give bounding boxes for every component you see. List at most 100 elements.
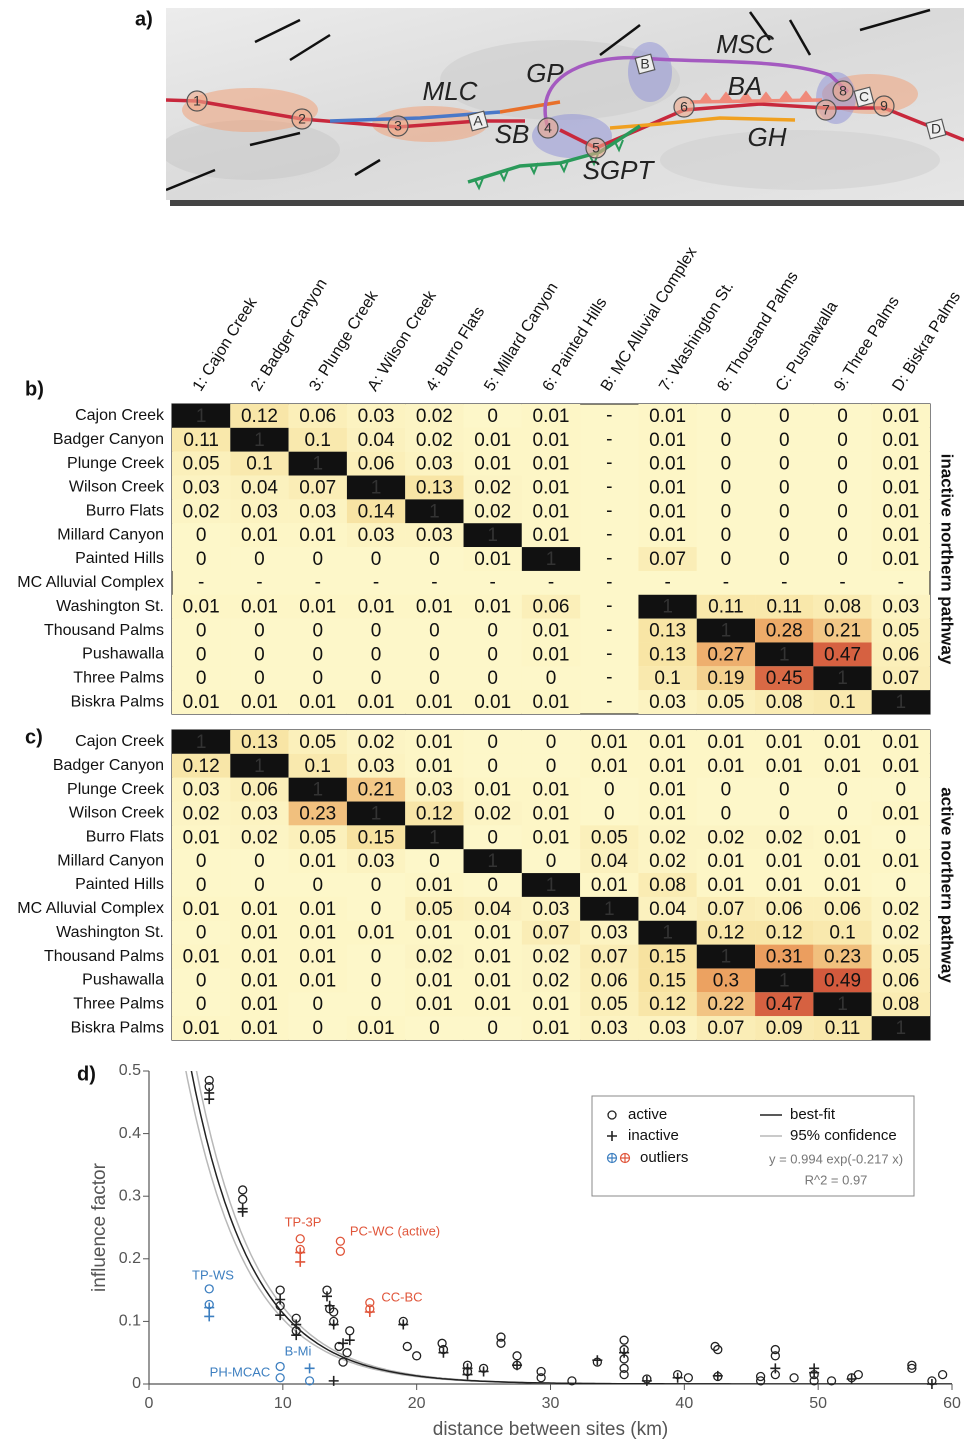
cell-value: 1 bbox=[662, 597, 673, 618]
x-tick-label: 30 bbox=[542, 1395, 560, 1412]
cell-value: 1 bbox=[487, 525, 498, 546]
cell-value: 0.01 bbox=[533, 525, 570, 546]
cell-value: 0.03 bbox=[649, 1018, 686, 1039]
site-label: 7 bbox=[822, 102, 830, 118]
outlier-label: PH-MCAC bbox=[210, 1364, 271, 1379]
cell-value: 0.03 bbox=[358, 851, 395, 872]
row-label: MC Alluvial Complex bbox=[17, 574, 164, 591]
cell-value: 0.01 bbox=[533, 780, 570, 801]
cell-value: 0.02 bbox=[474, 501, 511, 522]
cell-value: 0.01 bbox=[183, 597, 220, 618]
cell-value: 0.03 bbox=[358, 756, 395, 777]
cell-value: 0 bbox=[487, 1018, 498, 1039]
cell-value: 0 bbox=[312, 875, 323, 896]
cell-value: 0 bbox=[371, 899, 382, 920]
y-axis-title: influence factor bbox=[89, 1162, 110, 1292]
cell-value: 0.01 bbox=[299, 597, 336, 618]
cell-value: 0 bbox=[196, 525, 207, 546]
cell-value: 0.01 bbox=[882, 525, 919, 546]
col-label: 1: Cajon Creek bbox=[190, 294, 262, 394]
cell-value: 1 bbox=[896, 692, 907, 713]
cell-value: 0.01 bbox=[882, 501, 919, 522]
cell-value: 0.02 bbox=[882, 923, 919, 944]
cell-value: 0.03 bbox=[358, 525, 395, 546]
cell-value: - bbox=[373, 572, 379, 593]
cell-value: 0.01 bbox=[241, 692, 278, 713]
cell-value: 0.12 bbox=[241, 406, 278, 427]
cell-value: 0.01 bbox=[591, 732, 628, 753]
site-label: 1 bbox=[193, 93, 201, 109]
cell-value: 0 bbox=[721, 525, 732, 546]
fit-r2: R^2 = 0.97 bbox=[805, 1172, 868, 1187]
cell-value: 0 bbox=[429, 1018, 440, 1039]
cell-value: 0.01 bbox=[474, 430, 511, 451]
y-tick-label: 0.3 bbox=[119, 1187, 141, 1204]
cell-value: 0 bbox=[254, 621, 265, 642]
cell-value: 0.03 bbox=[416, 525, 453, 546]
point bbox=[276, 1362, 284, 1370]
outlier-label: PC-WC (active) bbox=[350, 1223, 440, 1238]
cell-value: 0.01 bbox=[649, 756, 686, 777]
row-label: Three Palms bbox=[73, 995, 164, 1012]
cell-value: 0 bbox=[487, 406, 498, 427]
cell-value: 0 bbox=[721, 780, 732, 801]
cell-value: 0 bbox=[546, 851, 557, 872]
cell-value: 0.03 bbox=[299, 501, 336, 522]
point bbox=[684, 1374, 692, 1382]
point bbox=[343, 1349, 351, 1357]
cell-value: 1 bbox=[662, 923, 673, 944]
cell-value: 0.11 bbox=[708, 597, 744, 618]
cell-value: 0 bbox=[896, 875, 907, 896]
cell-value: 0.01 bbox=[183, 1018, 220, 1039]
outlier-label: TP-WS bbox=[192, 1267, 234, 1282]
cell-value: 0 bbox=[371, 875, 382, 896]
cell-value: 0.05 bbox=[707, 692, 744, 713]
cell-value: 0.15 bbox=[649, 970, 686, 991]
point bbox=[204, 1311, 214, 1321]
cell-value: 0 bbox=[721, 549, 732, 570]
cell-value: 0 bbox=[312, 621, 323, 642]
site-label: 3 bbox=[394, 118, 402, 134]
cell-value: 0.02 bbox=[183, 803, 220, 824]
cell-value: 0.07 bbox=[649, 549, 686, 570]
row-label: Millard Canyon bbox=[57, 526, 164, 543]
cell-value: 0.47 bbox=[824, 644, 861, 665]
cell-value: 0.01 bbox=[882, 756, 919, 777]
cell-value: 0 bbox=[487, 732, 498, 753]
cell-value: 1 bbox=[429, 827, 440, 848]
cell-value: 0.04 bbox=[591, 851, 628, 872]
cell-value: 0.01 bbox=[766, 756, 803, 777]
cell-value: 0.12 bbox=[416, 803, 453, 824]
cell-value: 0 bbox=[196, 644, 207, 665]
cell-value: 0 bbox=[487, 875, 498, 896]
cell-value: 0.01 bbox=[183, 947, 220, 968]
fault-label: BA bbox=[728, 71, 763, 101]
point bbox=[854, 1371, 862, 1379]
cell-value: 0.01 bbox=[882, 454, 919, 475]
cell-value: 0.01 bbox=[474, 994, 511, 1015]
point bbox=[239, 1186, 247, 1194]
cell-value: 0.1 bbox=[829, 692, 855, 713]
cell-value: 0.01 bbox=[299, 899, 336, 920]
cell-value: 0.09 bbox=[766, 1018, 803, 1039]
cell-value: 0.01 bbox=[649, 803, 686, 824]
cell-value: 0 bbox=[312, 1018, 323, 1039]
row-label: Biskra Palms bbox=[71, 693, 164, 710]
cell-value: 0 bbox=[837, 803, 848, 824]
cell-value: 0.01 bbox=[533, 692, 570, 713]
cell-value: 0.02 bbox=[533, 970, 570, 991]
cell-value: 0.01 bbox=[649, 477, 686, 498]
cell-value: 1 bbox=[896, 1018, 907, 1039]
point bbox=[276, 1374, 284, 1382]
cell-value: 0.06 bbox=[591, 970, 628, 991]
point bbox=[336, 1237, 344, 1245]
cell-value: 0.22 bbox=[707, 994, 744, 1015]
cell-value: 0.01 bbox=[416, 597, 453, 618]
cell-value: 0.01 bbox=[533, 454, 570, 475]
cell-value: 0.13 bbox=[649, 621, 686, 642]
cell-value: 0.01 bbox=[533, 994, 570, 1015]
cell-value: 0 bbox=[429, 644, 440, 665]
cell-value: 0.01 bbox=[474, 923, 511, 944]
cell-value: 0.01 bbox=[416, 923, 453, 944]
cell-value: 0.04 bbox=[358, 430, 395, 451]
